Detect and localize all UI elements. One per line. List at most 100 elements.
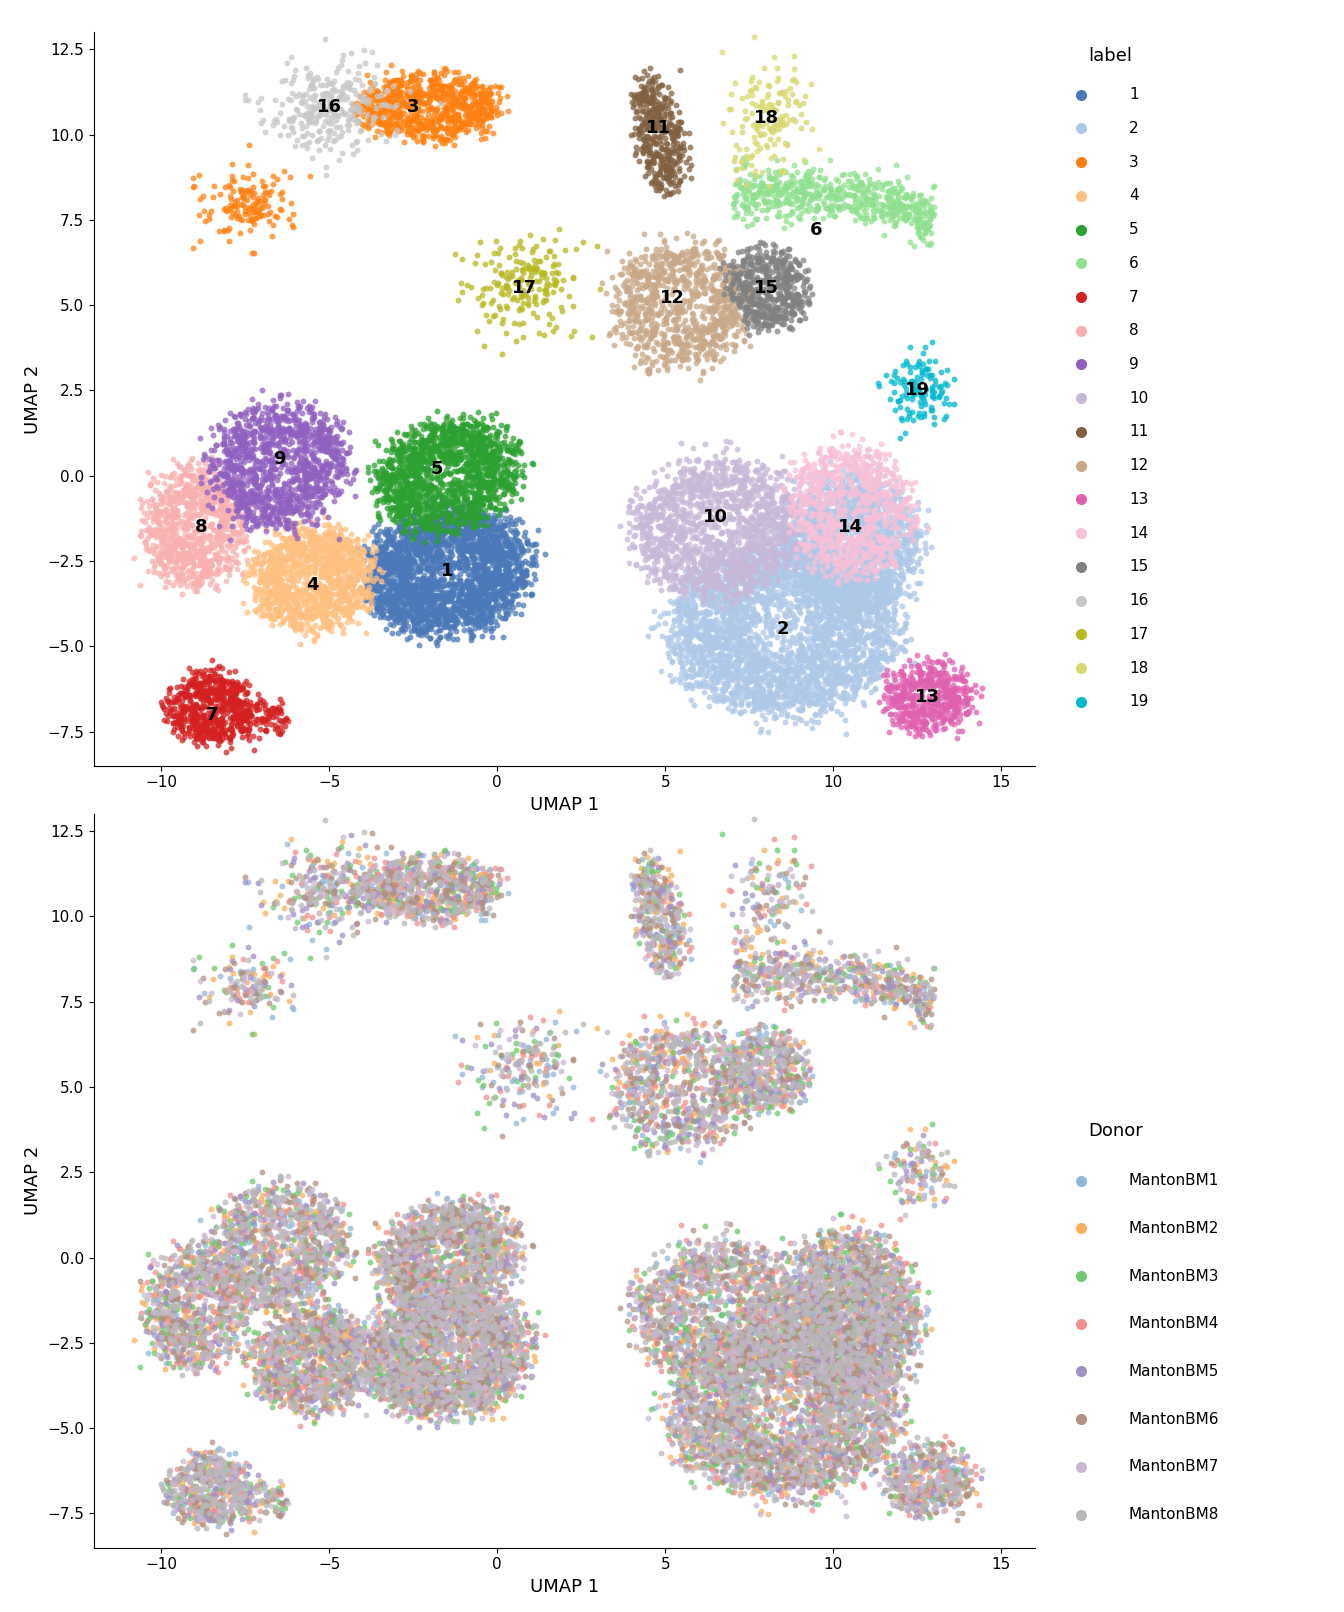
Point [636,909,657,935]
Point [922,701,943,727]
Point [418,1290,439,1315]
Point [418,1217,439,1243]
Point [703,1125,724,1151]
Point [422,493,444,519]
Point [415,1383,437,1409]
Point [314,424,336,450]
Point [394,1248,415,1273]
Point [890,1169,911,1194]
Point [638,1066,660,1091]
Point [809,524,831,550]
Point [685,260,707,285]
Point [952,666,973,692]
Point [448,587,469,613]
Point [880,521,902,546]
Point [898,1485,919,1510]
Point [872,604,894,630]
Point [648,98,669,124]
Point [836,664,857,690]
Point [726,1336,747,1362]
Point [681,564,703,590]
Point [703,1127,724,1153]
Point [165,550,187,575]
Point [851,1367,872,1393]
Point [300,530,321,556]
Point [758,700,780,725]
Point [409,1380,430,1406]
Point [180,1314,202,1340]
Point [296,914,317,940]
Point [698,1351,719,1377]
Point [880,958,902,983]
Point [254,1361,276,1386]
Point [884,690,906,716]
Point [809,1299,831,1325]
Point [448,582,469,608]
Point [238,1243,259,1269]
Point [603,274,625,300]
Point [637,261,659,287]
Point [316,885,337,911]
Point [852,1354,874,1380]
Point [360,1357,382,1383]
Point [353,113,375,139]
Point [421,1394,442,1420]
Point [207,476,228,501]
Point [775,277,797,303]
Point [801,548,823,574]
Point [624,295,645,321]
Point [464,851,485,877]
Point [327,1343,348,1369]
Point [390,532,411,558]
Point [735,301,757,327]
Point [734,277,755,303]
Point [763,558,785,584]
Point [410,1290,431,1315]
Point [681,1438,703,1464]
Point [806,566,828,592]
Point [164,511,185,537]
Point [743,284,765,310]
Point [737,1261,758,1286]
Point [909,656,930,682]
Point [331,430,352,456]
Point [636,861,657,887]
Point [261,1349,282,1375]
Point [243,471,265,496]
Point [668,1112,689,1138]
Point [888,553,910,579]
Point [470,430,492,456]
Point [273,490,294,516]
Point [439,1212,461,1238]
Point [746,310,767,335]
Point [896,193,918,219]
Point [153,1335,175,1361]
Point [461,1282,482,1307]
Point [708,1244,730,1270]
Point [828,964,849,990]
Point [484,1277,505,1302]
Point [723,1322,745,1348]
Point [169,1462,191,1488]
Point [417,1323,438,1349]
Point [493,1348,515,1373]
Point [417,1317,438,1343]
Point [798,540,820,566]
Point [704,1465,726,1491]
Point [462,1251,484,1277]
Point [659,935,680,961]
Point [281,825,302,851]
Point [214,1214,235,1240]
Point [794,1456,816,1481]
Point [219,685,241,711]
Point [383,469,405,495]
Point [325,1322,347,1348]
Point [734,1438,755,1464]
Point [829,1227,851,1253]
Point [386,1362,407,1388]
Point [845,1259,867,1285]
Point [741,608,762,634]
Point [296,466,317,492]
Point [466,1298,488,1323]
Point [181,513,203,538]
